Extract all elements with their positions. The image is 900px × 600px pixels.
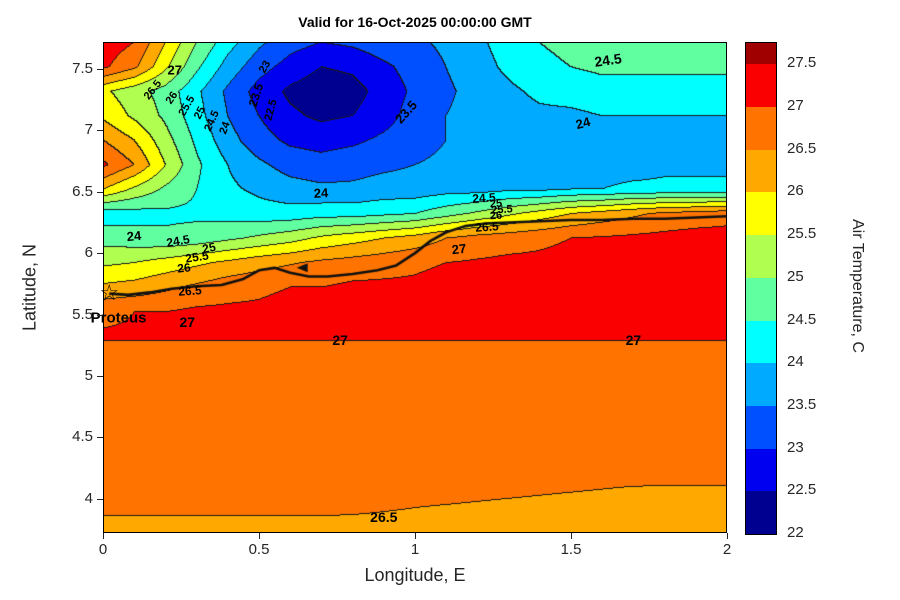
contour-label: 26 — [176, 260, 192, 276]
y-tick-label: 6.5 — [72, 182, 93, 200]
colorbar-tick-label: 27.5 — [787, 54, 817, 72]
colorbar-tick-label: 24.5 — [787, 310, 817, 328]
x-tick-label: 1.5 — [560, 541, 582, 558]
x-tick-mark — [259, 533, 260, 539]
y-tick-mark — [97, 253, 103, 255]
colorbar-tick-label: 25 — [787, 267, 804, 285]
colorbar-tick-label: 26.5 — [787, 139, 817, 157]
colorbar-segment — [746, 448, 776, 492]
station-marker-star-icon: ☆ — [99, 279, 120, 305]
figure-title: Valid for 16-Oct-2025 00:00:00 GMT — [298, 14, 532, 30]
contour-label: 26.5 — [178, 283, 203, 299]
x-tick-label: 1 — [410, 541, 420, 558]
colorbar-segment — [746, 235, 776, 278]
colorbar-segment — [746, 320, 776, 364]
contour-label: 26.5 — [474, 219, 499, 236]
colorbar-tick-label: 23 — [787, 438, 804, 456]
contour-label: 27 — [167, 62, 182, 78]
x-tick-mark — [571, 533, 572, 539]
colorbar-segment — [746, 192, 776, 236]
colorbar-segment — [746, 64, 776, 108]
colorbar-segment — [746, 405, 776, 449]
y-tick-mark — [97, 498, 103, 500]
y-tick-mark — [97, 191, 103, 193]
y-tick-label: 7 — [84, 121, 93, 139]
y-tick-mark — [97, 375, 103, 377]
y-tick-label: 5 — [84, 366, 93, 384]
colorbar-label: Air Temperature, C — [849, 219, 866, 353]
x-tick-mark — [103, 533, 104, 539]
station-label: Proteus — [90, 309, 147, 327]
x-tick-mark — [727, 533, 728, 539]
colorbar-segment — [746, 277, 776, 321]
x-tick-label: 2 — [722, 541, 732, 558]
y-tick-mark — [97, 69, 103, 70]
y-tick-mark — [97, 130, 103, 132]
contour-label: 24 — [313, 185, 330, 201]
contour-plot-canvas — [103, 42, 727, 533]
colorbar-tick-label: 22.5 — [787, 481, 817, 499]
y-tick-mark — [97, 314, 103, 316]
colorbar-tick-label: 25.5 — [787, 225, 817, 243]
x-tick-label: 0 — [98, 541, 108, 558]
y-axis-label: Latitude, N — [19, 243, 40, 332]
y-tick-mark — [97, 437, 103, 439]
x-tick-label: 0.5 — [248, 541, 270, 558]
colorbar-segment — [746, 107, 776, 150]
colorbar-segment — [746, 149, 776, 193]
contour-label: 26.5 — [370, 509, 398, 526]
y-tick-label: 5.5 — [72, 305, 93, 323]
contour-label: 24 — [126, 227, 143, 245]
y-tick-label: 4.5 — [72, 428, 93, 446]
colorbar — [745, 42, 777, 535]
y-tick-label: 7.5 — [72, 60, 93, 77]
contour-label: 27 — [625, 332, 642, 349]
colorbar-tick-label: 26 — [787, 182, 804, 200]
colorbar-segment — [746, 491, 776, 534]
colorbar-segment — [746, 363, 776, 406]
contour-label: 27 — [450, 241, 467, 258]
colorbar-tick-label: 24 — [787, 353, 804, 371]
colorbar-tick-label: 23.5 — [787, 395, 817, 413]
x-axis-label: Longitude, E — [364, 565, 466, 585]
colorbar-tick-label: 27 — [787, 97, 804, 115]
y-tick-label: 4 — [84, 489, 93, 507]
y-tick-label: 6 — [84, 244, 93, 262]
contour-label: 27 — [179, 313, 196, 330]
contour-label: 27 — [332, 332, 348, 349]
colorbar-tick-label: 22 — [787, 524, 804, 541]
colorbar-segment — [746, 43, 776, 65]
x-tick-mark — [415, 533, 416, 539]
